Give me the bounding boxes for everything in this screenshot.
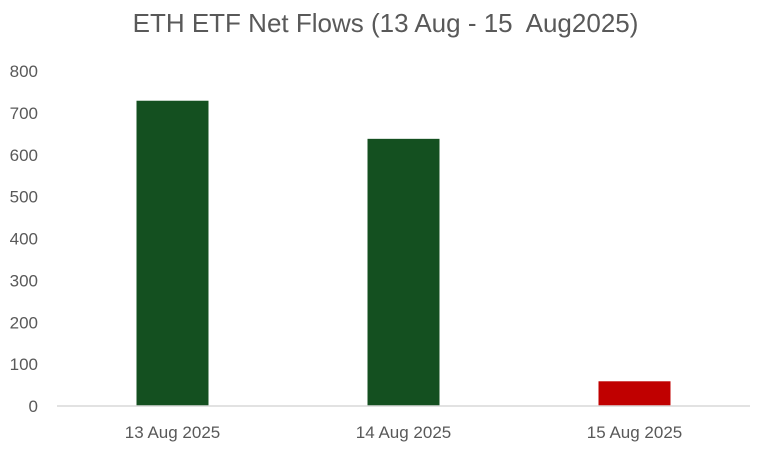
y-tick-label: 200	[10, 313, 38, 332]
bar-1	[136, 100, 209, 406]
y-axis-ticks: 0 100 200 300 400 500 600 700 800	[10, 62, 38, 416]
y-tick-label: 700	[10, 104, 38, 123]
y-tick-label: 300	[10, 271, 38, 290]
bars	[136, 100, 671, 406]
y-tick-label: 0	[29, 397, 38, 416]
y-tick-label: 800	[10, 62, 38, 81]
y-tick-label: 600	[10, 146, 38, 165]
bar-3	[598, 381, 671, 406]
y-tick-label: 500	[10, 188, 38, 207]
x-tick-label: 15 Aug 2025	[587, 423, 682, 442]
x-tick-label: 14 Aug 2025	[356, 423, 451, 442]
y-tick-label: 100	[10, 355, 38, 374]
bar-2	[367, 138, 440, 406]
x-tick-label: 13 Aug 2025	[125, 423, 220, 442]
chart-title: ETH ETF Net Flows (13 Aug - 15 Aug2025)	[132, 8, 639, 38]
x-axis-ticks: 13 Aug 2025 14 Aug 2025 15 Aug 2025	[125, 423, 682, 442]
y-tick-label: 400	[10, 230, 38, 249]
